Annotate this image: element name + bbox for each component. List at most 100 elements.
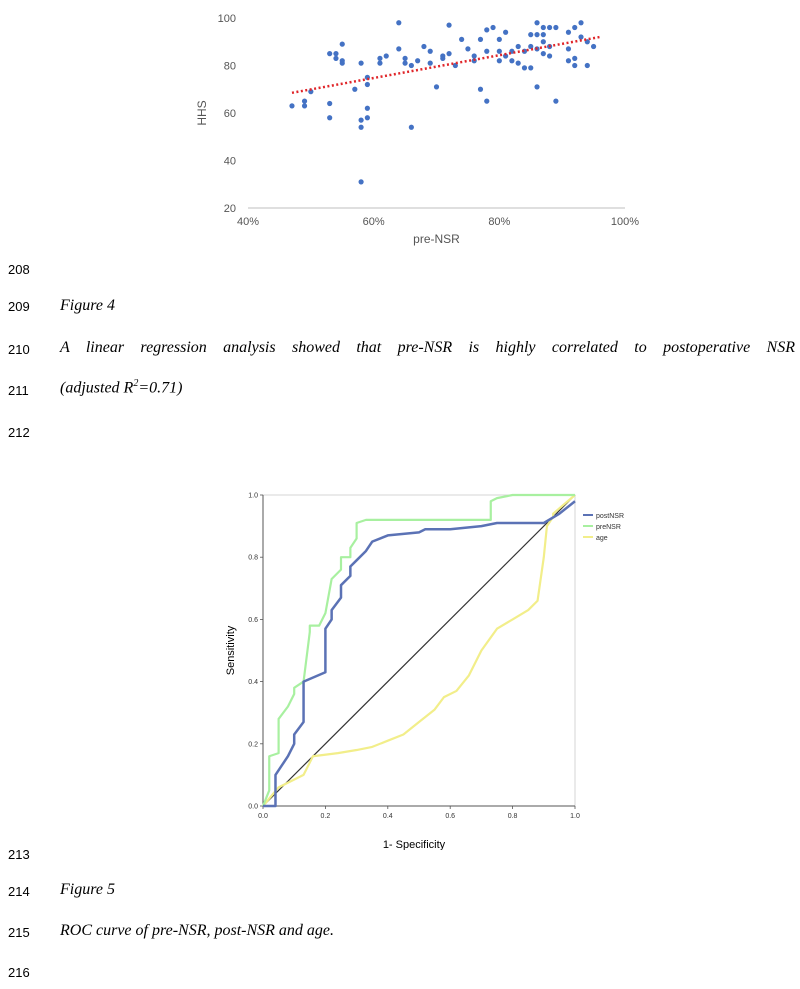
x-tick-label: 100%: [611, 216, 639, 228]
y-tick-label: 80: [224, 61, 236, 73]
line-number: 208: [8, 262, 30, 277]
figure5-curves: [261, 493, 576, 808]
x-tick-label: 0.6: [445, 813, 455, 820]
data-point: [408, 62, 414, 69]
x-tick-label: 0.0: [258, 813, 268, 820]
data-point: [421, 43, 427, 50]
data-point: [528, 43, 534, 50]
y-axis-label: Sensitivity: [225, 625, 237, 675]
y-axis-label: HHS: [195, 100, 209, 125]
figure5-axes: 0.0 0.2 0.4 0.6 0.8 1.0 0.0 0.2 0.4 0.6 0.8 1.0 1- S…: [225, 493, 580, 851]
roc-curve-postNSR: [263, 500, 576, 808]
y-tick-label: 0.2: [248, 741, 258, 748]
data-point: [364, 81, 370, 88]
x-axis-label: 1- Specificity: [383, 839, 446, 850]
caption-text: (adjusted R: [60, 379, 134, 397]
data-point: [484, 27, 490, 33]
data-point: [333, 51, 339, 57]
data-point: [572, 62, 578, 69]
caption-superscript: 2: [133, 378, 139, 389]
data-point: [584, 62, 590, 69]
data-point: [540, 51, 546, 57]
y-tick-label: 100: [218, 13, 236, 25]
y-tick-label: 1.0: [248, 493, 258, 500]
data-point: [446, 51, 452, 57]
legend-label: age: [596, 535, 608, 542]
data-point: [578, 34, 584, 40]
data-point: [440, 55, 446, 61]
reference-diagonal: [262, 494, 576, 807]
data-point: [415, 58, 421, 64]
line-number: 214: [8, 884, 30, 899]
data-point: [358, 60, 364, 66]
data-point: [590, 43, 597, 50]
data-point: [565, 46, 572, 52]
data-point: [540, 24, 546, 31]
data-point: [471, 53, 477, 59]
data-point: [578, 20, 584, 26]
data-point: [383, 53, 389, 59]
data-point: [521, 65, 528, 71]
figure5-legend: postNSR preNSR age: [583, 513, 624, 542]
data-point: [503, 29, 509, 35]
data-point: [327, 115, 333, 121]
data-point: [477, 36, 484, 42]
figure4-caption-line1: A linear regression analysis showed that…: [60, 339, 795, 356]
figure5-caption: ROC curve of pre-NSR, post-NSR and age.: [60, 922, 335, 939]
line-number: 210: [8, 342, 30, 357]
y-tick-label: 0.8: [248, 555, 258, 562]
data-point: [496, 36, 502, 42]
line-number: 209: [8, 299, 30, 314]
line-number: 211: [8, 383, 29, 398]
figure4-caption-line2: (adjusted R2=0.71): [60, 378, 182, 397]
figure5-roc-chart: 0.0 0.2 0.4 0.6 0.8 1.0 0.0 0.2 0.4 0.6 0.8 1.0 1- S…: [225, 493, 624, 851]
data-point: [515, 43, 521, 50]
x-tick-label: 40%: [237, 216, 259, 228]
legend-label: preNSR: [596, 524, 621, 531]
data-point: [402, 60, 408, 66]
line-number: 213: [8, 847, 30, 862]
data-point: [490, 24, 496, 31]
trendline: [291, 35, 601, 95]
data-point: [377, 55, 383, 61]
data-point: [534, 32, 540, 38]
data-point: [509, 58, 515, 64]
data-point: [339, 60, 345, 66]
data-point: [352, 86, 358, 92]
line-number: 212: [8, 425, 30, 440]
data-point: [528, 32, 534, 38]
data-point: [496, 58, 502, 64]
figure4-axes: 40% 60% 80% 100% 20 40 60 80 100 pre-NSR HHS: [195, 13, 639, 246]
roc-curve-age: [262, 494, 576, 807]
roc-curve-preNSR: [261, 493, 575, 807]
data-point: [327, 51, 333, 57]
y-tick-label: 0.6: [248, 617, 258, 624]
data-point: [289, 103, 295, 109]
data-point: [565, 29, 572, 35]
x-axis-label: pre-NSR: [413, 232, 460, 246]
data-point: [515, 60, 521, 66]
figure5-label: Figure 5: [60, 881, 115, 898]
data-point: [496, 48, 502, 54]
data-point: [427, 60, 433, 66]
data-point: [301, 98, 308, 104]
data-point: [433, 84, 440, 90]
data-point: [534, 20, 540, 26]
data-point: [459, 36, 465, 42]
y-tick-label: 40: [224, 156, 236, 168]
data-point: [333, 55, 339, 61]
data-point: [503, 53, 509, 59]
y-tick-label: 60: [224, 108, 236, 120]
data-point: [396, 46, 402, 52]
data-point: [364, 115, 370, 121]
data-point: [540, 32, 546, 38]
figure4-label: Figure 4: [60, 297, 115, 314]
data-point: [339, 41, 345, 47]
figure4-points: [289, 20, 597, 185]
y-tick-label: 20: [224, 203, 236, 215]
figure4-scatter-chart: 40% 60% 80% 100% 20 40 60 80 100 pre-NSR HHS: [195, 13, 639, 246]
x-tick-label: 60%: [363, 216, 385, 228]
data-point: [446, 22, 452, 28]
y-tick-label: 0.0: [248, 804, 258, 811]
data-point: [534, 84, 540, 90]
